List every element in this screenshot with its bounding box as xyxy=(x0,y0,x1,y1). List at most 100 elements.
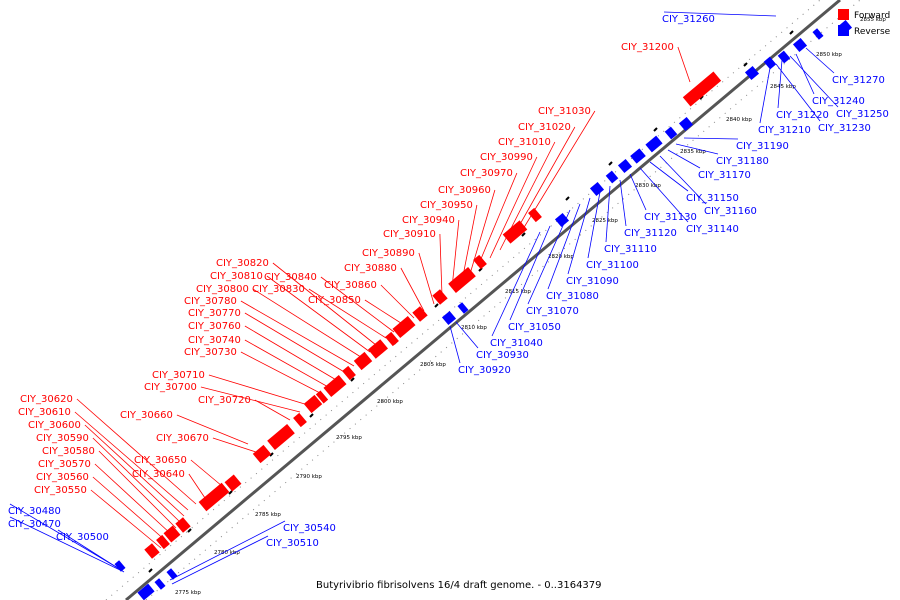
scale-tick-label: 2775 kbp xyxy=(175,590,201,596)
forward-leader-line xyxy=(200,386,301,413)
reverse-gene xyxy=(792,37,808,53)
forward-gene-label: CIY_30700 xyxy=(144,382,197,393)
forward-leader-line xyxy=(272,262,377,346)
forward-gene-label: CIY_30670 xyxy=(156,433,209,444)
reverse-leader-line xyxy=(449,325,461,364)
forward-leader-line xyxy=(74,411,189,511)
forward-leader-line xyxy=(94,463,172,535)
forward-gene-label: CIY_30560 xyxy=(36,472,89,483)
reverse-gene xyxy=(589,181,605,197)
forward-gene-label: CIY_30730 xyxy=(184,347,237,358)
reverse-gene-label: CIY_31090 xyxy=(566,276,619,287)
scale-tick xyxy=(228,490,233,495)
forward-gene-label: CIY_30550 xyxy=(34,485,87,496)
reverse-gene xyxy=(554,212,570,228)
reverse-leader-line xyxy=(9,503,119,569)
reverse-leader-line xyxy=(169,520,286,581)
forward-leader-line xyxy=(244,312,347,374)
reverse-gene-label: CIY_30930 xyxy=(476,350,529,361)
forward-leader-line xyxy=(254,399,291,421)
forward-gene-label: CIY_30910 xyxy=(383,229,436,240)
reverse-leader-line xyxy=(759,67,771,124)
legend-forward-swatch xyxy=(838,9,849,20)
forward-gene xyxy=(432,289,448,305)
forward-gene xyxy=(528,207,542,223)
forward-leader-line xyxy=(477,172,518,267)
scale-tick-label: 2805 kbp xyxy=(420,362,446,368)
forward-gene xyxy=(502,220,528,244)
forward-leader-line xyxy=(252,288,365,360)
scale-tick xyxy=(269,452,274,457)
scale-tick xyxy=(789,30,794,35)
scale-tick-label: 2790 kbp xyxy=(296,474,322,480)
forward-gene-label: CIY_30810 xyxy=(210,271,263,282)
reverse-leader-line xyxy=(663,11,777,17)
forward-leader-line xyxy=(98,450,177,529)
reverse-guide-line xyxy=(145,0,861,600)
forward-gene-label: CIY_30720 xyxy=(198,395,251,406)
forward-gene xyxy=(198,482,230,512)
legend: Forward Reverse xyxy=(838,9,891,37)
forward-gene-label: CIY_30880 xyxy=(344,263,397,274)
scale-tick-label: 2825 kbp xyxy=(592,218,618,224)
forward-gene xyxy=(252,444,272,464)
forward-leader-line xyxy=(208,374,309,406)
reverse-leader-line xyxy=(805,47,835,74)
forward-leader-line xyxy=(320,276,395,333)
reverse-gene-label: CIY_31250 xyxy=(836,109,889,120)
reverse-leader-line xyxy=(777,59,783,109)
reverse-gene-label: CIY_30470 xyxy=(8,519,61,530)
reverse-gene xyxy=(645,135,663,153)
scale-tick-label: 2785 kbp xyxy=(255,512,281,518)
reverse-leader-line xyxy=(629,173,647,211)
forward-gene xyxy=(323,374,347,398)
reverse-gene-label: CIY_31130 xyxy=(644,212,697,223)
reverse-gene-label: CIY_31270 xyxy=(832,75,885,86)
reverse-gene xyxy=(664,126,678,140)
reverse-gene-label: CIY_31240 xyxy=(812,96,865,107)
reverse-gene-label: CIY_31040 xyxy=(490,338,543,349)
reverse-gene-label: CIY_31050 xyxy=(508,322,561,333)
reverse-gene xyxy=(154,578,166,590)
reverse-leader-line xyxy=(639,167,689,223)
forward-leader-line xyxy=(176,414,249,445)
reverse-gene xyxy=(605,170,619,184)
forward-gene xyxy=(412,306,428,322)
forward-gene-label: CIY_30620 xyxy=(20,394,73,405)
forward-gene-label: CIY_31010 xyxy=(498,137,551,148)
reverse-gene xyxy=(777,50,791,64)
scale-tick xyxy=(521,232,526,237)
scale-tick-label: 2830 kbp xyxy=(635,183,661,189)
forward-gene-label: CIY_30830 xyxy=(252,284,305,295)
forward-gene xyxy=(163,525,181,543)
forward-leader-line xyxy=(439,233,443,297)
reverse-leader-line xyxy=(9,516,121,571)
gene-labels: CIY_30550 CIY_30560 CIY_30570 CIY_30580 CIY_… xyxy=(8,14,889,549)
reverse-gene-label: CIY_31180 xyxy=(716,156,769,167)
forward-gene-label: CIY_30950 xyxy=(420,200,473,211)
forward-gene-label: CIY_30770 xyxy=(188,308,241,319)
reverse-gene xyxy=(744,65,760,81)
reverse-leader-line xyxy=(605,185,611,243)
forward-gene-label: CIY_30970 xyxy=(460,168,513,179)
forward-gene-label: CIY_30740 xyxy=(188,335,241,346)
reverse-leader-line xyxy=(683,137,739,140)
scale-tick xyxy=(309,413,314,418)
reverse-gene-label: CIY_31210 xyxy=(758,125,811,136)
map-caption: Butyrivibrio fibrisolvens 16/4 draft gen… xyxy=(316,580,602,591)
scale-tick xyxy=(653,127,658,132)
scale-tick-label: 2850 kbp xyxy=(816,52,842,58)
reverse-gene xyxy=(457,302,469,314)
reverse-gene xyxy=(763,56,777,70)
forward-gene xyxy=(293,412,307,428)
forward-gene xyxy=(144,543,160,559)
reverse-gene-label: CIY_31190 xyxy=(736,141,789,152)
reverse-gene xyxy=(678,116,694,132)
genome-backbone xyxy=(125,0,841,600)
reverse-gene-label: CIY_31260 xyxy=(662,14,715,25)
reverse-leader-line xyxy=(667,149,701,169)
gene-glyphs xyxy=(114,19,853,600)
reverse-leader-line xyxy=(675,143,719,155)
reverse-gene xyxy=(441,310,457,326)
reverse-leader-line xyxy=(789,55,839,108)
